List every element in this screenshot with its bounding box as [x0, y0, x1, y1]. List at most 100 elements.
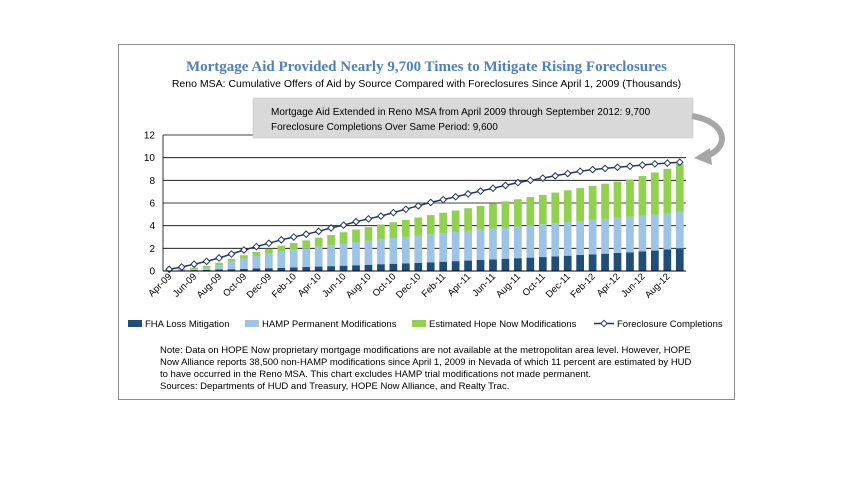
bar-fha-loss-mitigation [576, 255, 585, 271]
bar-estimated-hope-now-modifications [613, 181, 622, 218]
bar-estimated-hope-now-modifications [514, 199, 522, 227]
bar-estimated-hope-now-modifications [302, 240, 311, 249]
bar-hamp-permanent-modifications [327, 245, 335, 267]
bar-fha-loss-mitigation [663, 249, 672, 271]
callout-box [252, 97, 694, 139]
legend: FHA Loss Mitigation HAMP Permanent Modifi… [128, 319, 723, 330]
foreclosure-line [165, 158, 684, 274]
bar-hamp-permanent-modifications [202, 267, 211, 270]
bar-estimated-hope-now-modifications [489, 203, 497, 229]
bar-estimated-hope-now-modifications [289, 243, 298, 250]
bar-estimated-hope-now-modifications [464, 208, 472, 231]
bar-fha-loss-mitigation [264, 268, 273, 271]
bar-fha-loss-mitigation [227, 269, 236, 271]
legend-marker [600, 319, 608, 328]
foreclosure-marker [289, 233, 298, 241]
bar-estimated-hope-now-modifications [277, 245, 286, 252]
bar-estimated-hope-now-modifications [538, 194, 547, 225]
bar-estimated-hope-now-modifications [476, 205, 485, 230]
foreclosure-marker [314, 227, 323, 236]
bar-estimated-hope-now-modifications [651, 172, 659, 215]
foreclosure-marker [414, 201, 423, 210]
bar-fha-loss-mitigation [464, 260, 472, 271]
x-tick-label: Dec-09 [245, 271, 274, 300]
bar-hamp-permanent-modifications [613, 217, 622, 253]
bar-estimated-hope-now-modifications [501, 201, 510, 228]
note-line: Now Alliance reports 38,500 non-HAMP mod… [160, 357, 692, 368]
foreclosure-marker [551, 171, 560, 180]
x-tick-label: Aug-10 [344, 271, 373, 300]
bar-fha-loss-mitigation [613, 252, 622, 271]
foreclosure-marker [439, 195, 448, 204]
y-tick-label: 12 [144, 131, 156, 142]
bar-fha-loss-mitigation [240, 268, 248, 271]
bar-hamp-permanent-modifications [252, 256, 261, 269]
x-tick-label: Apr-11 [446, 271, 473, 298]
bar-estimated-hope-now-modifications [252, 251, 261, 257]
bar-estimated-hope-now-modifications [339, 232, 348, 244]
y-tick-label: 0 [149, 267, 155, 278]
y-tick-label: 8 [149, 176, 155, 187]
bar-fha-loss-mitigation [252, 268, 261, 271]
foreclosure-marker [526, 176, 535, 185]
bar-estimated-hope-now-modifications [227, 258, 236, 262]
bar-fha-loss-mitigation [377, 264, 385, 271]
foreclosure-marker [513, 178, 522, 187]
foreclosure-marker [327, 224, 336, 232]
foreclosure-marker [451, 192, 460, 201]
bar-fha-loss-mitigation [501, 258, 510, 271]
bar-fha-loss-mitigation [401, 263, 410, 271]
foreclosure-marker [215, 254, 223, 262]
y-tick-label: 6 [149, 199, 155, 210]
x-tick-label: Jun-10 [320, 271, 348, 299]
legend-label: HAMP Permanent Modifications [262, 319, 397, 330]
bar-fha-loss-mitigation [277, 267, 286, 271]
bar-fha-loss-mitigation [476, 260, 485, 271]
note-line: Note: Data on HOPE Now proprietary mortg… [160, 345, 691, 356]
bar-hamp-permanent-modifications [439, 233, 448, 262]
x-tick-label: Feb-12 [569, 271, 598, 300]
y-tick-label: 10 [144, 153, 156, 164]
bar-estimated-hope-now-modifications [563, 190, 572, 223]
bar-fha-loss-mitigation [538, 257, 547, 271]
foreclosure-marker [626, 162, 634, 171]
bar-estimated-hope-now-modifications [439, 212, 448, 234]
foreclosure-marker [202, 257, 211, 266]
bar-fha-loss-mitigation [601, 253, 609, 271]
y-tick-label: 2 [149, 244, 155, 255]
bar-estimated-hope-now-modifications [389, 222, 398, 239]
foreclosure-marker [302, 230, 311, 239]
bar-hamp-permanent-modifications [501, 227, 510, 259]
foreclosure-marker [352, 217, 360, 226]
note-text: Note: Data on HOPE Now proprietary mortg… [160, 345, 700, 393]
callout-arrow [691, 113, 725, 159]
bar-hamp-permanent-modifications [314, 246, 323, 267]
foreclosure-marker [501, 181, 510, 190]
bar-hamp-permanent-modifications [364, 240, 373, 265]
bar-fha-loss-mitigation [514, 258, 522, 271]
foreclosure-marker [165, 265, 174, 274]
bar-estimated-hope-now-modifications [626, 179, 634, 217]
callout-arrowhead [694, 148, 712, 165]
bar-hamp-permanent-modifications [551, 223, 560, 257]
bar-hamp-permanent-modifications [451, 232, 460, 262]
foreclosure-marker [177, 263, 186, 271]
callout-line-1: Mortgage Aid Extended in Reno MSA from A… [271, 107, 651, 118]
bar-estimated-hope-now-modifications [601, 183, 609, 219]
foreclosure-marker [489, 184, 497, 193]
bar-fha-loss-mitigation [651, 250, 659, 271]
note-line: to have occurred in the Reno MSA. This c… [160, 369, 592, 380]
bar-hamp-permanent-modifications [514, 226, 522, 259]
foreclosure-marker [190, 260, 199, 269]
foreclosure-marker [377, 212, 385, 220]
bar-estimated-hope-now-modifications [352, 229, 360, 242]
x-tick-label: Aug-12 [643, 271, 672, 300]
bar-estimated-hope-now-modifications [190, 267, 198, 269]
foreclosure-marker [364, 214, 373, 223]
bar-estimated-hope-now-modifications [401, 219, 410, 237]
bar-estimated-hope-now-modifications [327, 234, 335, 246]
foreclosure-marker [601, 164, 609, 173]
foreclosure-marker [426, 198, 435, 207]
bar-estimated-hope-now-modifications [663, 168, 672, 213]
bar-hamp-permanent-modifications [576, 221, 585, 256]
